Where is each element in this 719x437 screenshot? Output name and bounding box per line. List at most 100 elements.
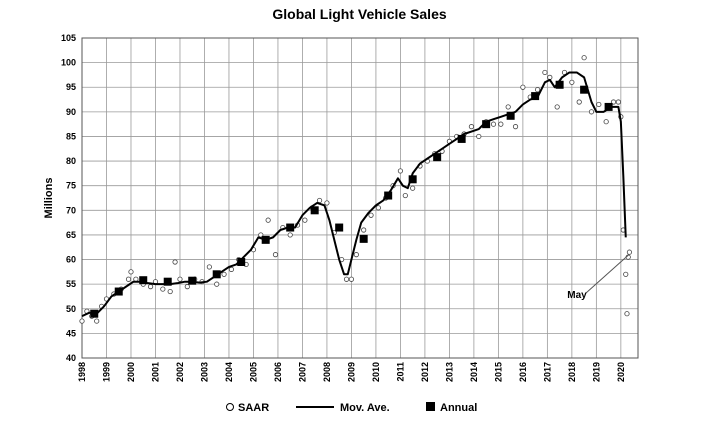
annual-point — [90, 309, 99, 318]
x-tick-label: 2005 — [248, 362, 258, 382]
saar-point — [167, 288, 173, 295]
saar-point — [623, 271, 629, 277]
annotation-leader-line — [585, 254, 630, 294]
legend-mov-ave-label: Mov. Ave. — [340, 402, 390, 414]
saar-point — [206, 264, 212, 270]
annual-point — [163, 277, 172, 286]
saar-point — [505, 104, 511, 110]
saar-point — [581, 55, 587, 61]
saar-point — [214, 281, 220, 287]
saar-point — [184, 284, 190, 290]
saar-point — [569, 79, 575, 85]
saar-point — [361, 227, 367, 233]
saar-point — [554, 104, 560, 110]
saar-point — [512, 124, 519, 130]
saar-point — [534, 87, 541, 93]
saar-point — [624, 311, 630, 317]
saar-point — [287, 232, 293, 238]
x-tick-label: 2020 — [616, 362, 626, 382]
saar-point — [348, 276, 355, 282]
saar-point — [160, 286, 166, 292]
saar-point — [615, 99, 622, 105]
saar-point — [375, 205, 381, 211]
saar-point — [343, 276, 350, 282]
x-tick-label: 2015 — [493, 362, 503, 382]
saar-point — [316, 197, 323, 204]
saar-point — [603, 119, 609, 125]
x-tick-label: 2003 — [199, 362, 209, 382]
grid — [81, 37, 639, 359]
x-tick-label: 2009 — [346, 362, 356, 382]
annual-point — [139, 276, 148, 285]
y-tick-label: 40 — [66, 353, 76, 363]
x-tick-label: 1998 — [77, 362, 87, 382]
may-annotation: May — [567, 254, 630, 301]
saar-point — [410, 185, 416, 191]
annual-series — [90, 80, 613, 318]
saar-point — [490, 121, 497, 127]
legend-saar-marker — [226, 403, 234, 411]
saar-point — [128, 269, 134, 275]
y-tick-label: 105 — [61, 33, 76, 43]
x-tick-label: 2018 — [567, 362, 577, 382]
x-tick-label: 2002 — [175, 362, 185, 382]
annual-point — [359, 234, 368, 243]
y-tick-label: 70 — [66, 205, 76, 215]
saar-point — [228, 266, 235, 272]
saar-point — [353, 252, 359, 258]
annual-point — [408, 175, 417, 184]
annual-point — [286, 223, 295, 232]
saar-point — [324, 200, 330, 206]
x-tick-label: 2006 — [273, 362, 283, 382]
legend: SAAR Mov. Ave. Annual — [226, 402, 477, 414]
plot-frame — [81, 37, 639, 359]
x-tick-label: 2017 — [542, 362, 552, 382]
annual-point — [580, 85, 589, 94]
saar-point — [542, 69, 548, 76]
saar-point — [576, 99, 582, 105]
annual-point — [604, 102, 613, 111]
annual-point — [482, 120, 491, 129]
saar-point — [596, 101, 602, 108]
y-tick-label: 50 — [66, 304, 76, 314]
x-tick-label: 2007 — [297, 362, 307, 382]
y-tick-label: 80 — [66, 156, 76, 166]
saar-point — [588, 109, 595, 115]
saar-point — [147, 284, 154, 290]
saar-point — [402, 192, 408, 199]
annual-point — [531, 92, 540, 101]
annual-point — [114, 287, 123, 296]
saar-point — [265, 217, 271, 223]
annual-point — [384, 191, 393, 200]
saar-point — [468, 124, 475, 130]
annual-point — [310, 206, 319, 215]
saar-point — [172, 259, 178, 265]
legend-annual-marker — [426, 402, 435, 411]
y-tick-label: 75 — [66, 181, 76, 191]
y-tick-label: 45 — [66, 328, 76, 338]
annual-point — [506, 111, 515, 120]
saar-point — [626, 249, 633, 255]
x-tick-label: 2004 — [224, 362, 234, 382]
saar-point — [368, 212, 374, 218]
annual-point — [237, 258, 246, 266]
x-tick-label: 2000 — [126, 362, 136, 382]
legend-annual-label: Annual — [440, 402, 477, 414]
x-tick-label: 2013 — [444, 362, 454, 382]
mov-ave-line — [81, 71, 627, 318]
annual-point — [555, 80, 564, 89]
x-tick-label: 2016 — [518, 362, 528, 382]
y-tick-label: 60 — [66, 255, 76, 265]
saar-point — [476, 133, 482, 140]
chart-title: Global Light Vehicle Sales — [272, 6, 447, 22]
annual-point — [433, 153, 442, 162]
y-tick-label: 95 — [66, 82, 76, 92]
y-tick-labels: 40 45 50 55 60 65 70 75 80 85 90 95 100 105 — [61, 33, 76, 363]
saar-point — [520, 84, 526, 90]
y-tick-label: 65 — [66, 230, 76, 240]
moving-average-series — [81, 71, 627, 318]
saar-point — [498, 121, 504, 127]
y-axis-label: Millions — [43, 178, 55, 219]
saar-point — [79, 318, 85, 324]
